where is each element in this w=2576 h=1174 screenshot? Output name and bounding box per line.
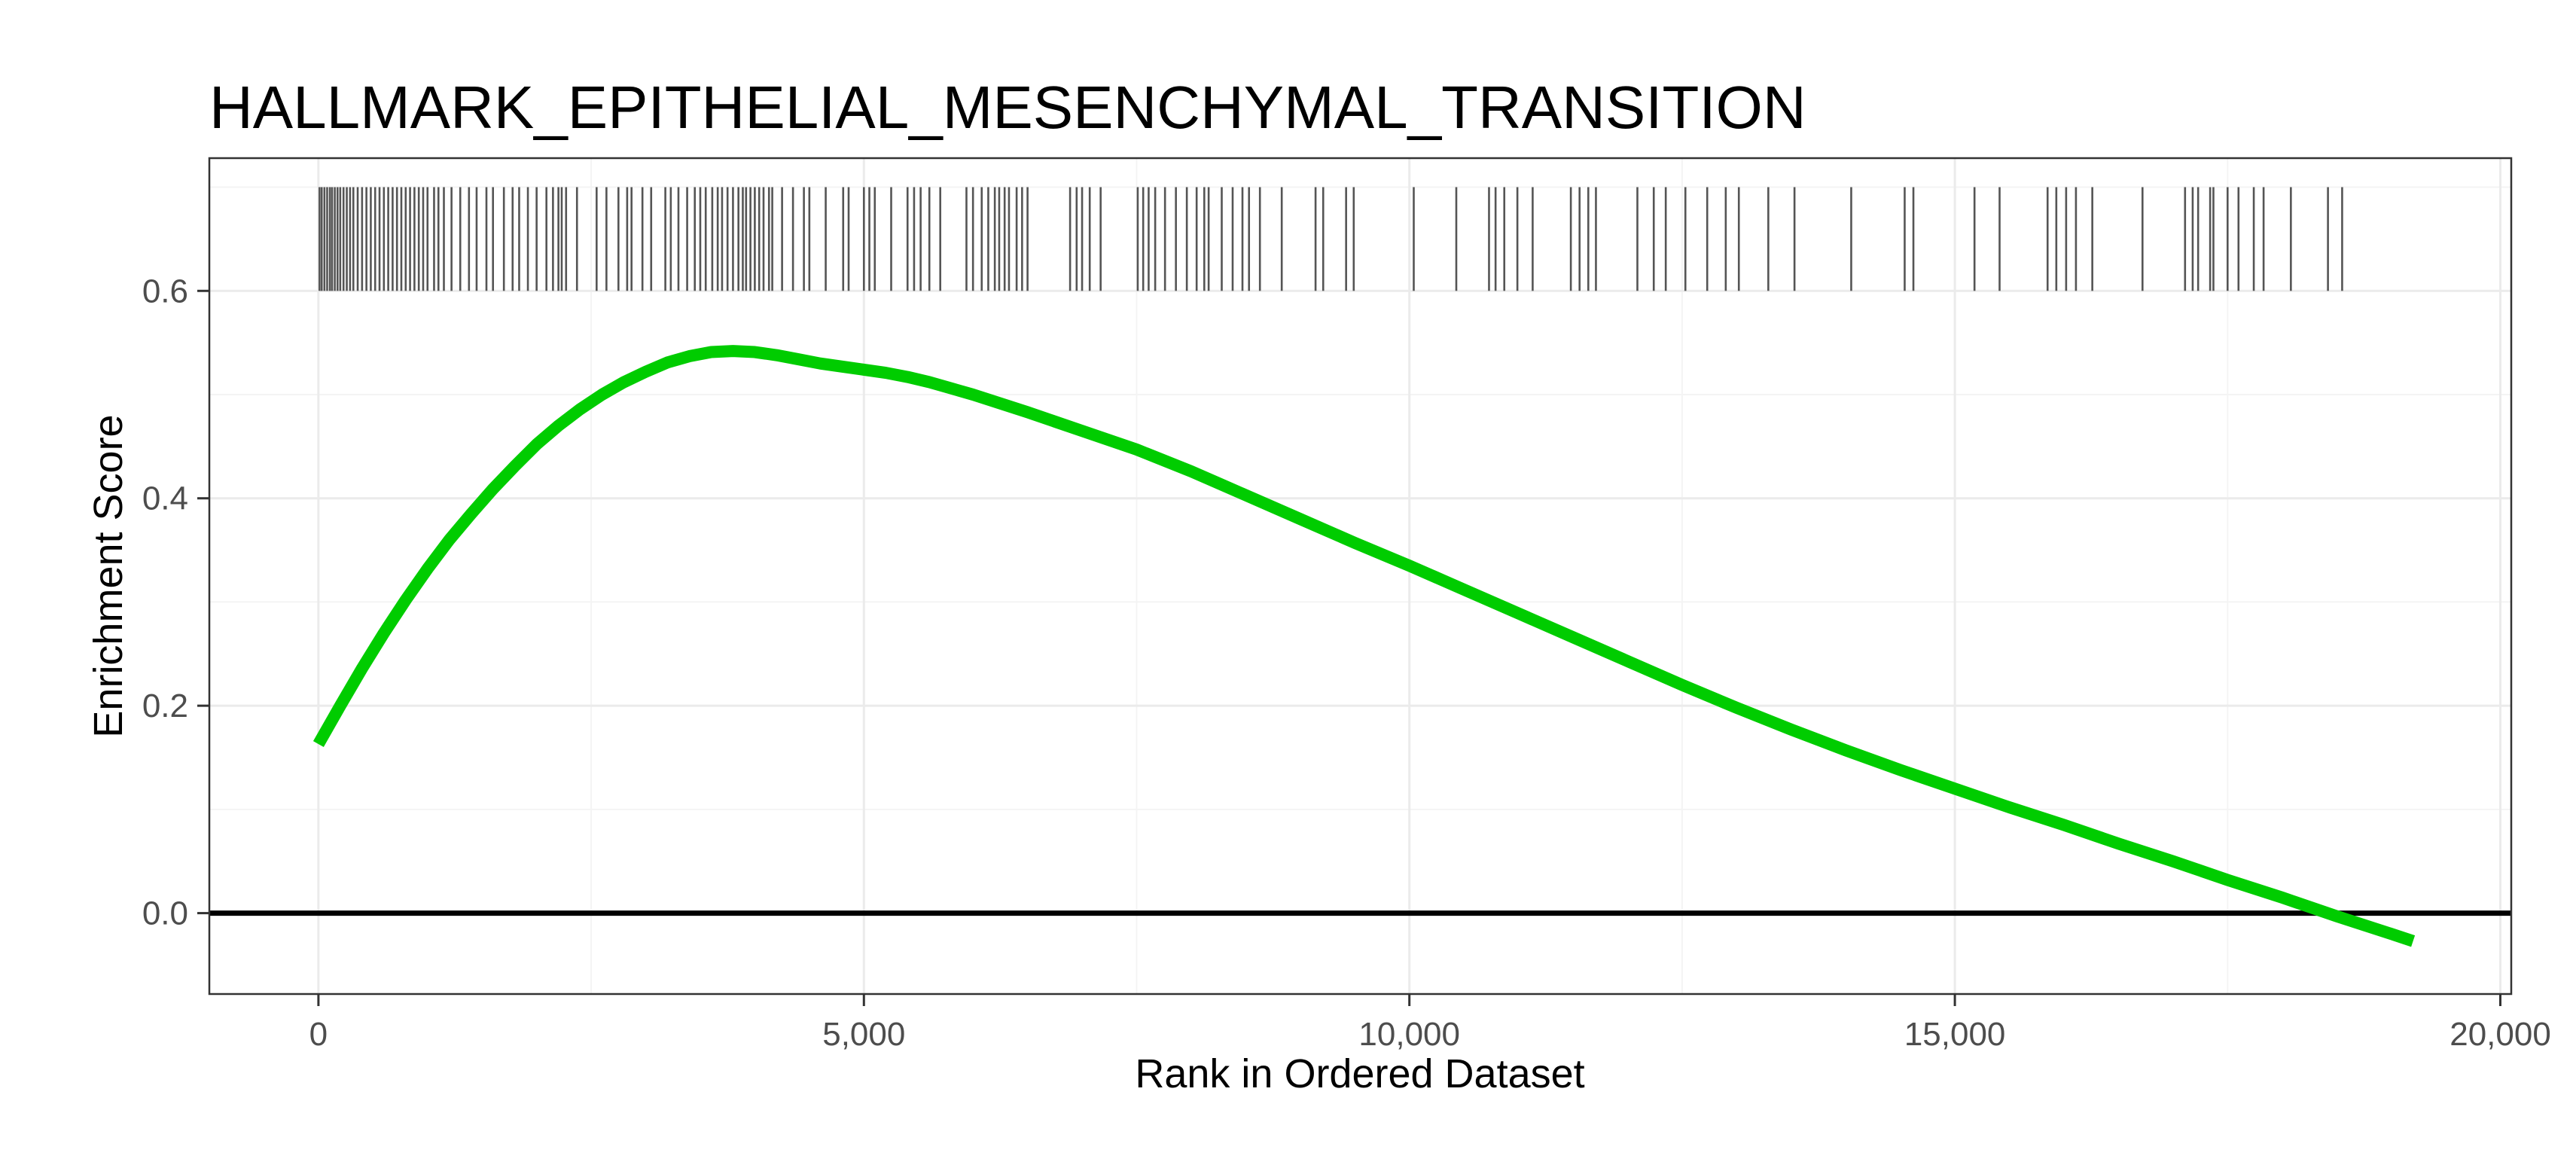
y-tick-label: 0.2 — [142, 688, 188, 724]
y-axis-title: Enrichment Score — [86, 414, 131, 737]
x-axis-title: Rank in Ordered Dataset — [1135, 1051, 1584, 1096]
panel-border — [208, 157, 2513, 996]
x-tick-label: 0 — [309, 1016, 328, 1053]
y-tick-label: 0.0 — [142, 895, 188, 932]
y-tick-label: 0.4 — [142, 480, 188, 517]
x-tick-label: 5,000 — [822, 1016, 905, 1053]
x-tick-label: 10,000 — [1358, 1016, 1460, 1053]
gene-hit-rug — [319, 187, 2343, 291]
plot-panel — [208, 157, 2513, 996]
y-tick-label: 0.6 — [142, 273, 188, 310]
chart-title: HALLMARK_EPITHELIAL_MESENCHYMAL_TRANSITI… — [209, 74, 1806, 141]
y-axis: 0.0 0.2 0.4 0.6 — [142, 273, 209, 932]
x-tick-label: 15,000 — [1904, 1016, 2006, 1053]
series-line-enrichment-score — [312, 345, 2416, 947]
x-axis: 0 5,000 10,000 15,000 20,000 — [309, 994, 2551, 1053]
panel-background — [209, 158, 2511, 994]
x-tick-label: 20,000 — [2449, 1016, 2551, 1053]
